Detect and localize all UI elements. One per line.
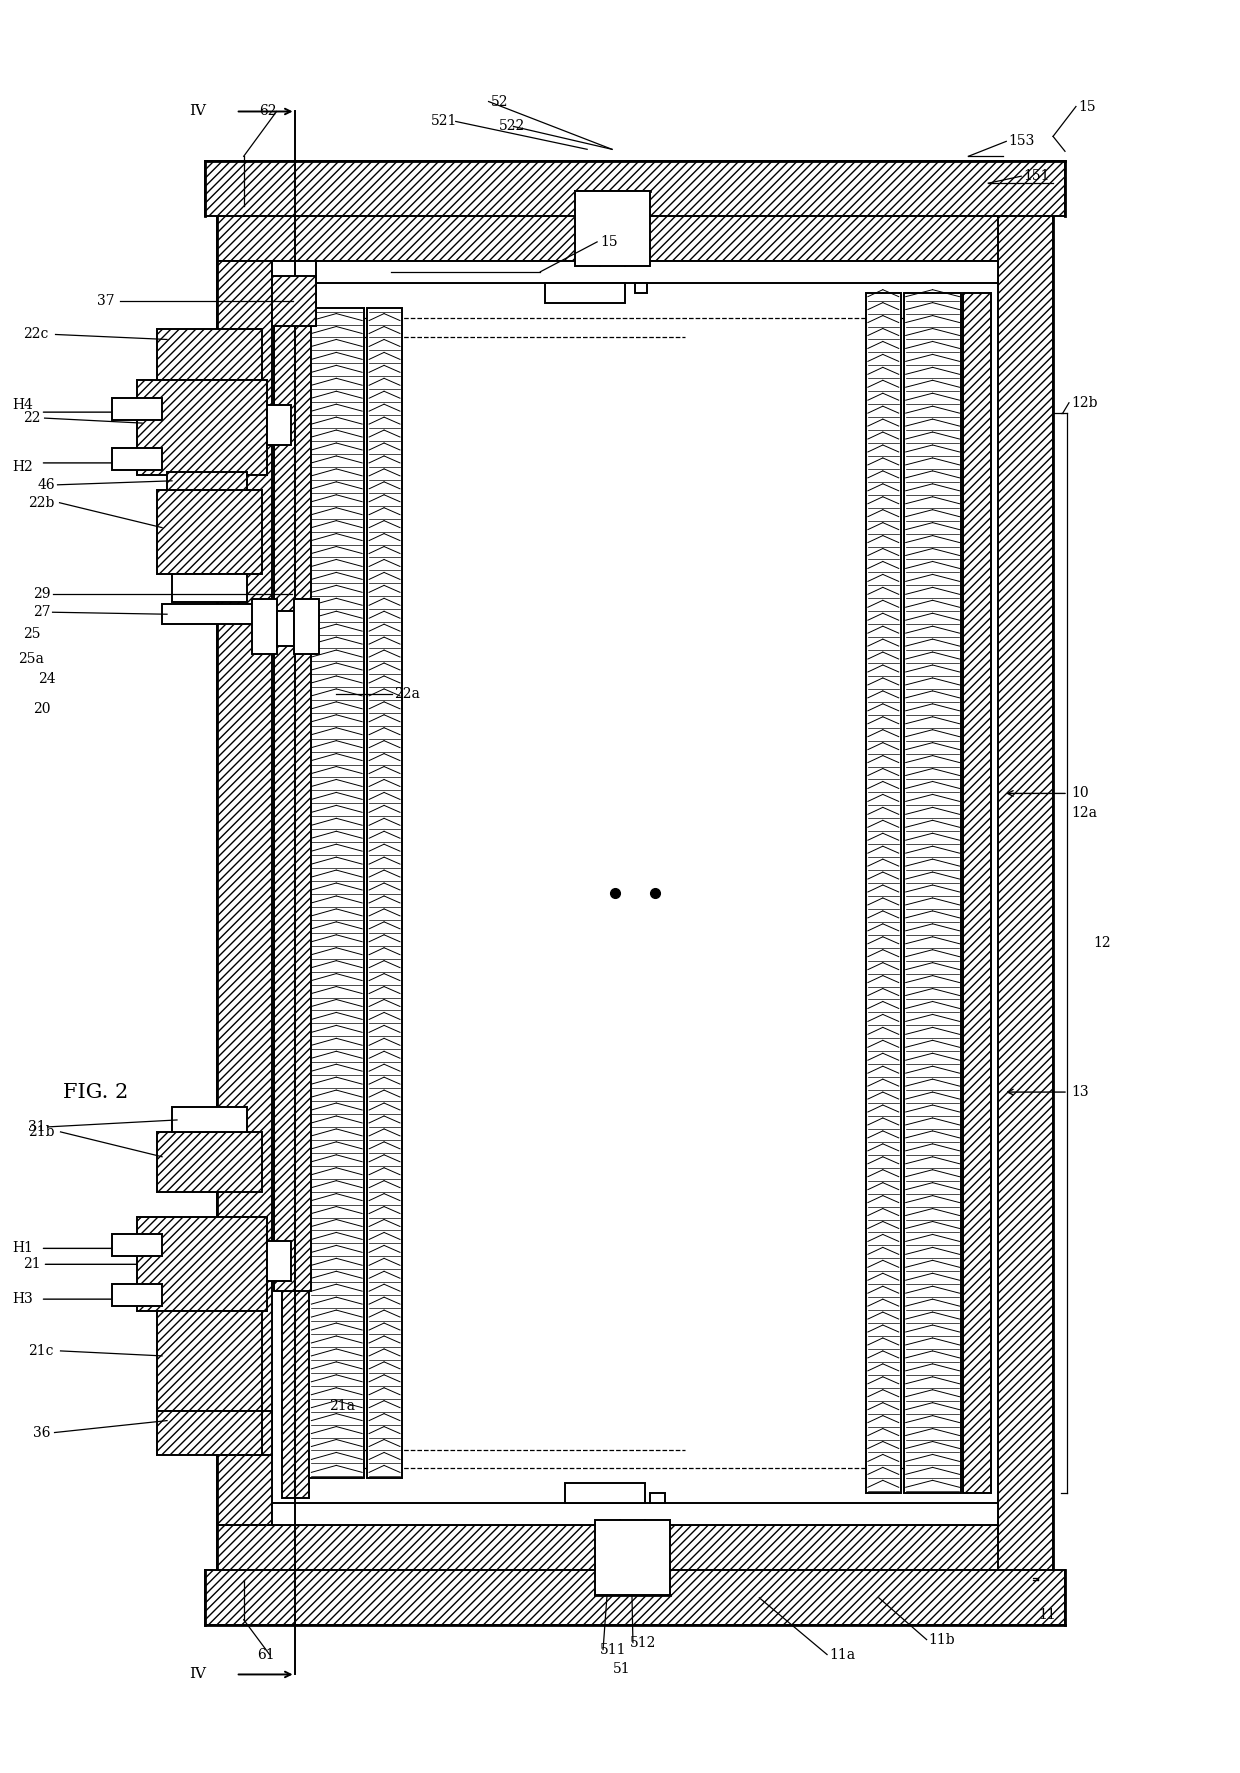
Bar (172, 574, 247, 603)
Bar (267, 1241, 291, 1282)
Text: IV: IV (188, 1667, 206, 1681)
Bar (267, 406, 291, 445)
Bar (157, 1131, 262, 1191)
Bar (205, 161, 1065, 216)
Bar (904, 293, 961, 1493)
Bar (217, 261, 272, 1525)
Text: 511: 511 (600, 1642, 626, 1656)
Text: FIG. 2: FIG. 2 (62, 1083, 128, 1101)
Bar (963, 293, 991, 1493)
Text: 31: 31 (27, 1121, 46, 1135)
Bar (138, 379, 267, 475)
Bar (217, 206, 1053, 261)
Text: 521: 521 (430, 115, 458, 128)
Bar (575, 191, 650, 266)
Text: 12: 12 (1092, 936, 1111, 950)
Bar (272, 261, 998, 282)
Bar (272, 277, 316, 326)
Text: 22b: 22b (27, 496, 55, 509)
Text: 22c: 22c (22, 328, 48, 342)
Bar (294, 599, 320, 654)
Bar (367, 307, 402, 1479)
Text: 21b: 21b (27, 1124, 55, 1138)
Text: 20: 20 (32, 702, 50, 716)
Text: 10: 10 (1071, 787, 1089, 800)
Bar (998, 206, 1053, 1580)
Text: H2: H2 (12, 459, 33, 473)
Text: 21a: 21a (330, 1399, 356, 1413)
Text: 25a: 25a (17, 652, 43, 667)
Text: 11: 11 (1038, 1608, 1056, 1622)
Bar (162, 605, 257, 624)
Text: 37: 37 (98, 294, 115, 309)
Text: 15: 15 (1078, 99, 1096, 113)
Text: 151: 151 (1023, 168, 1050, 183)
Bar (310, 307, 365, 1479)
Text: 25: 25 (22, 628, 40, 642)
Text: 52: 52 (491, 94, 508, 108)
Text: 13: 13 (1071, 1085, 1089, 1099)
Text: 512: 512 (630, 1636, 656, 1649)
Text: 22a: 22a (394, 686, 420, 700)
Bar (274, 305, 311, 1291)
Text: 24: 24 (37, 672, 56, 686)
Text: 522: 522 (498, 119, 525, 133)
Text: 36: 36 (32, 1425, 50, 1440)
Bar (277, 612, 294, 645)
Bar (565, 1484, 645, 1504)
Bar (113, 399, 162, 420)
Text: 21c: 21c (27, 1344, 53, 1358)
Bar (252, 599, 277, 654)
Text: 15: 15 (600, 234, 618, 248)
Text: 11a: 11a (830, 1647, 856, 1661)
Bar (113, 1284, 162, 1307)
Text: 12a: 12a (1071, 807, 1097, 821)
Bar (635, 282, 647, 293)
Bar (281, 282, 310, 1498)
Bar (113, 449, 162, 470)
Bar (157, 328, 262, 379)
Bar (157, 1310, 262, 1411)
Text: IV: IV (188, 105, 206, 119)
Text: 27: 27 (32, 605, 51, 619)
Bar (167, 472, 247, 489)
Bar (650, 1493, 665, 1504)
Bar (866, 293, 900, 1493)
Bar (272, 1504, 998, 1525)
Text: 62: 62 (259, 105, 277, 119)
Bar (157, 1411, 262, 1456)
Bar (138, 1216, 267, 1310)
Text: H4: H4 (12, 399, 33, 411)
Bar (113, 1234, 162, 1257)
Text: H1: H1 (12, 1241, 33, 1255)
Text: 21: 21 (22, 1257, 41, 1271)
Bar (172, 1106, 247, 1131)
Text: 29: 29 (32, 587, 50, 601)
Bar (595, 1519, 670, 1594)
Bar (157, 489, 262, 574)
Text: 11b: 11b (929, 1633, 955, 1647)
Bar (546, 282, 625, 303)
Text: 22: 22 (22, 411, 40, 426)
Text: 12b: 12b (1071, 395, 1097, 410)
Text: H3: H3 (12, 1293, 33, 1307)
Text: 51: 51 (613, 1663, 631, 1677)
Bar (205, 1569, 1065, 1624)
Text: 61: 61 (257, 1647, 274, 1661)
Bar (167, 379, 252, 402)
Text: 46: 46 (37, 477, 56, 491)
Bar (217, 1411, 272, 1456)
Bar (217, 1525, 1053, 1580)
Text: 153: 153 (1008, 135, 1034, 149)
